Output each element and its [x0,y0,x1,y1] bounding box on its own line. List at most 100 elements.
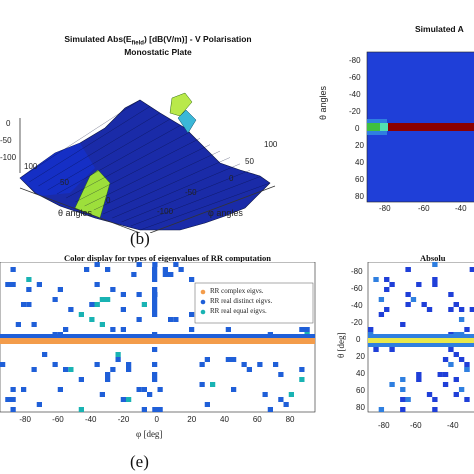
abs-cell [442,357,449,362]
eig-cell [26,287,32,292]
eig-cell [141,387,147,392]
eig-cell [152,307,158,312]
abs-cell [458,307,465,312]
abs-cell [426,307,433,312]
panel-f-yellow-row [368,338,474,343]
eig-cell [94,362,100,367]
panel-b-title-post: ) [dB(V/m)] - V Polarisation [143,34,252,44]
eig-cell [10,407,16,412]
legend-marker-2 [200,309,206,315]
panel-b-mesh-group [19,92,271,231]
panel-c-plot [366,51,474,203]
panel-f-title: Absolu [420,253,446,263]
panel-c-ytick: -80 [349,56,361,65]
eig-cell [241,362,247,367]
abs-cell [448,292,454,297]
panel-b-title: Simulated Abs(Efield) [dB(V/m)] - V Pola… [38,34,278,47]
abs-cell [400,397,406,402]
eig-cell [152,287,158,292]
eig-cell [299,327,305,332]
eig-cell [152,377,158,382]
panel-b-ylabel: φ angles [208,208,243,218]
abs-cell [416,377,422,382]
eig-cell [273,362,279,367]
eig-cell [152,407,158,412]
surface-shade-left [20,143,95,196]
abs-cell [432,397,438,402]
abs-cell [432,277,438,282]
eig-band [0,334,315,338]
abs-band [368,334,474,338]
panel-f-cells [368,262,474,412]
eig-cell [10,267,16,272]
eig-cell [131,272,137,277]
panel-b-zt-2: -100 [0,153,17,162]
eig-cell [84,267,90,272]
eig-cell [105,267,111,272]
panel-c-row-red [388,123,474,131]
panel-e-xtick: -40 [84,415,97,424]
mesh-line [84,144,211,207]
eig-cell [15,322,21,327]
eig-cell [147,392,153,397]
eig-cell [126,362,132,367]
panel-f-ytick: -20 [351,318,363,327]
eig-cell [110,327,116,332]
mesh-line [66,131,191,199]
panel-b-xt-1: 50 [60,178,69,187]
panel-c-row-shadow [367,119,387,123]
eig-cell [63,367,69,372]
panel-e-legend-box [194,282,314,324]
abs-cell [464,397,470,402]
eig-cell [136,317,142,322]
panel-b-subtitle: Monostatic Plate [124,47,192,57]
eig-cell [5,397,11,402]
eig-cell [136,292,142,297]
eig-cell [152,297,158,302]
abs-cell [368,327,374,332]
abs-cell [458,317,465,322]
eig-cell [68,367,74,372]
eig-cell [99,297,105,302]
abs-cell [373,277,379,282]
abs-cell [405,267,411,272]
panel-c-row-cyan [380,123,388,131]
abs-cell [453,392,459,397]
panel-b-zt-1: -50 [0,136,12,145]
eig-cell [78,377,84,382]
panel-e-title: Color display for types of eigenvalues o… [64,253,271,263]
abs-cell [384,287,390,292]
panel-f-ytick: 40 [356,369,365,378]
eig-cell [178,267,184,272]
eig-cell [136,262,142,267]
abs-cell [378,297,385,302]
eig-cell [115,352,121,357]
eig-cell [152,312,158,317]
abs-cell [405,302,411,307]
panel-e-cells [0,262,315,412]
eig-cell [31,322,37,327]
eig-cell [31,367,37,372]
abs-cell [448,307,454,312]
eig-cell [152,292,158,297]
panel-e-xtick: 60 [252,415,262,424]
panel-f-ylabel: θ [deg] [336,332,346,358]
eig-cell [89,302,95,307]
abs-cell [458,387,465,392]
abs-cell [464,362,470,367]
panel-e-xtick: 0 [154,415,159,424]
eig-cell [68,307,74,312]
eig-cell [257,362,263,367]
eig-cell [115,357,121,362]
abs-cell [432,282,438,287]
panel-f-xt-0: -80 [378,421,390,430]
abs-cell [442,372,449,377]
abs-cell [416,282,422,287]
eig-cell [57,287,63,292]
eig-cell [173,317,179,322]
panel-b-axis-x [19,187,141,233]
panel-c-ytick: 40 [355,158,364,167]
panel-f-ytick: 60 [356,386,365,395]
eig-cell [36,402,42,407]
eig-cell [5,282,11,287]
